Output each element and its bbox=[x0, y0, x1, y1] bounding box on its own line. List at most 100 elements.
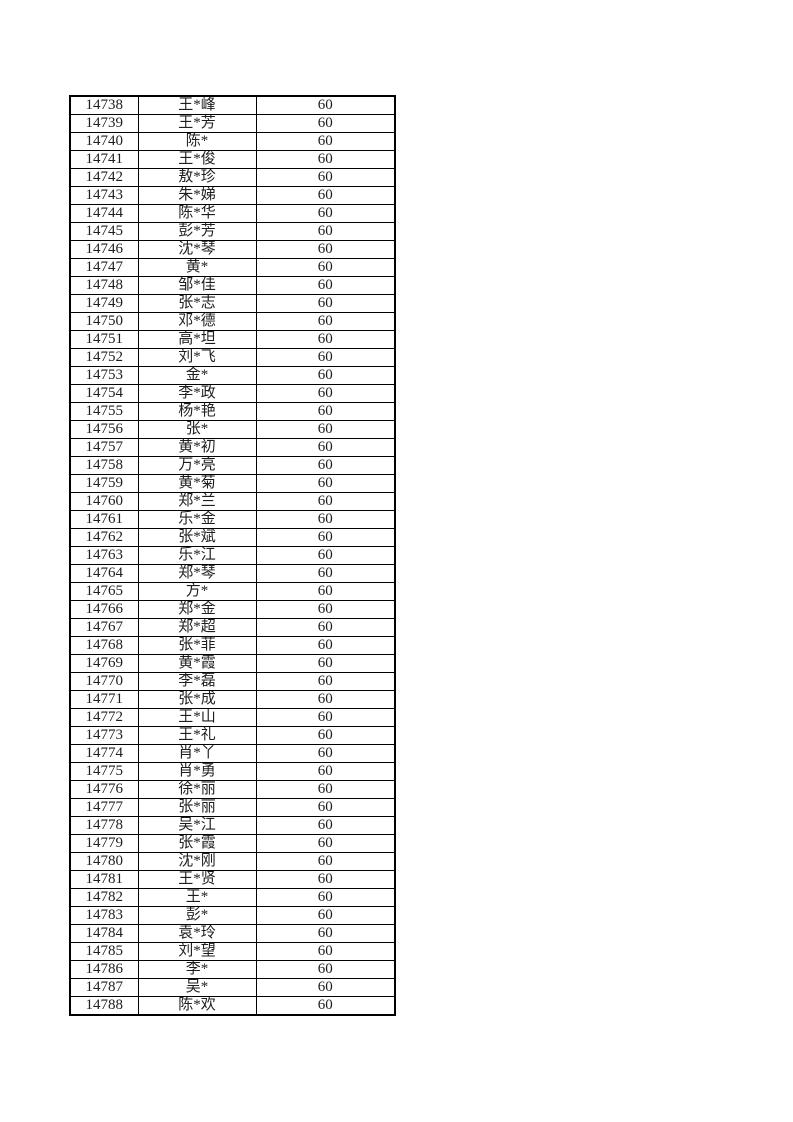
score-cell: 60 bbox=[255, 132, 396, 151]
table-row: 14783 彭* 60 bbox=[69, 906, 396, 925]
name-cell: 邹*佳 bbox=[137, 276, 257, 295]
name-cell: 王*山 bbox=[137, 708, 257, 727]
id-cell: 14787 bbox=[69, 978, 139, 997]
score-cell: 60 bbox=[255, 888, 396, 907]
table-row: 14738 王*峰 60 bbox=[69, 95, 396, 115]
name-cell: 沈*琴 bbox=[137, 240, 257, 259]
id-cell: 14751 bbox=[69, 330, 139, 349]
id-cell: 14759 bbox=[69, 474, 139, 493]
name-cell: 肖*丫 bbox=[137, 744, 257, 763]
id-cell: 14743 bbox=[69, 186, 139, 205]
score-cell: 60 bbox=[255, 726, 396, 745]
name-cell: 李* bbox=[137, 960, 257, 979]
score-cell: 60 bbox=[255, 312, 396, 331]
name-cell: 乐*金 bbox=[137, 510, 257, 529]
name-cell: 彭* bbox=[137, 906, 257, 925]
id-cell: 14753 bbox=[69, 366, 139, 385]
id-cell: 14762 bbox=[69, 528, 139, 547]
name-cell: 徐*丽 bbox=[137, 780, 257, 799]
table-row: 14781 王*贤 60 bbox=[69, 870, 396, 889]
table-row: 14744 陈*华 60 bbox=[69, 204, 396, 223]
id-cell: 14772 bbox=[69, 708, 139, 727]
id-cell: 14773 bbox=[69, 726, 139, 745]
score-cell: 60 bbox=[255, 222, 396, 241]
table-row: 14775 肖*勇 60 bbox=[69, 762, 396, 781]
score-cell: 60 bbox=[255, 276, 396, 295]
score-cell: 60 bbox=[255, 204, 396, 223]
score-cell: 60 bbox=[255, 240, 396, 259]
table-row: 14764 郑*琴 60 bbox=[69, 564, 396, 583]
score-cell: 60 bbox=[255, 942, 396, 961]
score-cell: 60 bbox=[255, 978, 396, 997]
table-row: 14757 黄*初 60 bbox=[69, 438, 396, 457]
name-cell: 敖*珍 bbox=[137, 168, 257, 187]
score-cell: 60 bbox=[255, 852, 396, 871]
id-cell: 14754 bbox=[69, 384, 139, 403]
name-cell: 黄*霞 bbox=[137, 654, 257, 673]
id-cell: 14781 bbox=[69, 870, 139, 889]
score-cell: 60 bbox=[255, 780, 396, 799]
score-cell: 60 bbox=[255, 672, 396, 691]
score-cell: 60 bbox=[255, 744, 396, 763]
table-row: 14741 王*俊 60 bbox=[69, 150, 396, 169]
name-cell: 王*俊 bbox=[137, 150, 257, 169]
table-row: 14761 乐*金 60 bbox=[69, 510, 396, 529]
id-cell: 14745 bbox=[69, 222, 139, 241]
table-row: 14767 郑*超 60 bbox=[69, 618, 396, 637]
name-cell: 郑*兰 bbox=[137, 492, 257, 511]
score-cell: 60 bbox=[255, 906, 396, 925]
id-cell: 14763 bbox=[69, 546, 139, 565]
id-cell: 14761 bbox=[69, 510, 139, 529]
score-cell: 60 bbox=[255, 150, 396, 169]
id-cell: 14788 bbox=[69, 996, 139, 1016]
id-cell: 14738 bbox=[69, 95, 139, 115]
id-cell: 14756 bbox=[69, 420, 139, 439]
name-cell: 肖*勇 bbox=[137, 762, 257, 781]
id-cell: 14748 bbox=[69, 276, 139, 295]
id-cell: 14786 bbox=[69, 960, 139, 979]
score-cell: 60 bbox=[255, 348, 396, 367]
name-cell: 张*霞 bbox=[137, 834, 257, 853]
score-cell: 60 bbox=[255, 510, 396, 529]
name-cell: 王*礼 bbox=[137, 726, 257, 745]
name-cell: 彭*芳 bbox=[137, 222, 257, 241]
table-row: 14769 黄*霞 60 bbox=[69, 654, 396, 673]
table-row: 14756 张* 60 bbox=[69, 420, 396, 439]
id-cell: 14747 bbox=[69, 258, 139, 277]
table-row: 14758 万*亮 60 bbox=[69, 456, 396, 475]
id-cell: 14767 bbox=[69, 618, 139, 637]
table-row: 14785 刘*望 60 bbox=[69, 942, 396, 961]
id-cell: 14740 bbox=[69, 132, 139, 151]
score-cell: 60 bbox=[255, 636, 396, 655]
table-row: 14742 敖*珍 60 bbox=[69, 168, 396, 187]
score-cell: 60 bbox=[255, 816, 396, 835]
table-row: 14751 高*坦 60 bbox=[69, 330, 396, 349]
table-row: 14776 徐*丽 60 bbox=[69, 780, 396, 799]
name-cell: 李*磊 bbox=[137, 672, 257, 691]
id-cell: 14752 bbox=[69, 348, 139, 367]
table-row: 14740 陈* 60 bbox=[69, 132, 396, 151]
score-cell: 60 bbox=[255, 294, 396, 313]
name-cell: 陈*欢 bbox=[137, 996, 257, 1016]
table-row: 14763 乐*江 60 bbox=[69, 546, 396, 565]
id-cell: 14765 bbox=[69, 582, 139, 601]
id-cell: 14775 bbox=[69, 762, 139, 781]
table-row: 14777 张*丽 60 bbox=[69, 798, 396, 817]
id-cell: 14785 bbox=[69, 942, 139, 961]
id-cell: 14779 bbox=[69, 834, 139, 853]
score-cell: 60 bbox=[255, 114, 396, 133]
id-cell: 14780 bbox=[69, 852, 139, 871]
name-cell: 黄*初 bbox=[137, 438, 257, 457]
score-cell: 60 bbox=[255, 258, 396, 277]
table-row: 14753 金* 60 bbox=[69, 366, 396, 385]
table-row: 14743 朱*娣 60 bbox=[69, 186, 396, 205]
score-cell: 60 bbox=[255, 95, 396, 115]
name-cell: 黄* bbox=[137, 258, 257, 277]
table-row: 14748 邹*佳 60 bbox=[69, 276, 396, 295]
score-cell: 60 bbox=[255, 330, 396, 349]
table-row: 14768 张*菲 60 bbox=[69, 636, 396, 655]
table-row: 14780 沈*刚 60 bbox=[69, 852, 396, 871]
name-cell: 高*坦 bbox=[137, 330, 257, 349]
table-row: 14759 黄*菊 60 bbox=[69, 474, 396, 493]
table-row: 14745 彭*芳 60 bbox=[69, 222, 396, 241]
